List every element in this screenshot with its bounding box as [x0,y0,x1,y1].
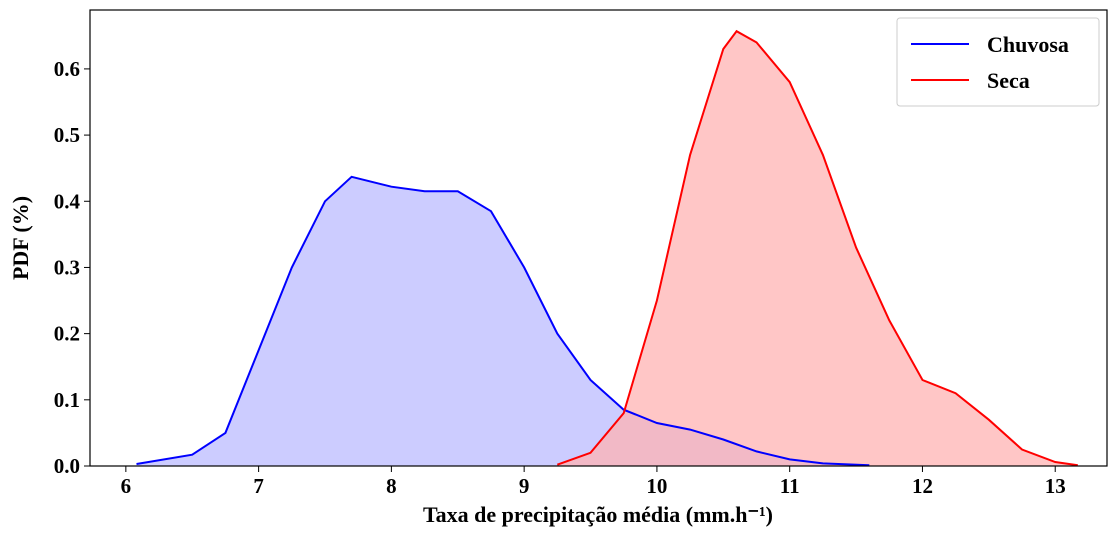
legend-label: Chuvosa [987,32,1069,57]
y-tick-label: 0.1 [54,388,80,412]
kde-line [136,175,870,467]
x-tick-label: 12 [912,474,933,498]
x-tick-label: 6 [121,474,132,498]
y-tick-label: 0.5 [54,123,80,147]
area-fill [557,31,1078,466]
kde-line [556,29,1078,467]
x-tick-label: 11 [780,474,800,498]
x-tick-label: 13 [1045,474,1066,498]
x-tick-label: 8 [386,474,397,498]
y-axis-label: PDF (%) [8,196,33,280]
y-tick-label: 0.3 [54,255,80,279]
plot-frame [89,9,1108,467]
legend-label: Seca [987,68,1030,93]
y-tick-label: 0.4 [54,189,81,213]
x-tick-label: 7 [253,474,264,498]
y-tick-label: 0.0 [54,454,80,478]
y-tick-label: 0.2 [54,322,80,346]
legend-box [896,17,1100,107]
x-axis-label: Taxa de precipitação média (mm.h⁻¹) [423,502,773,527]
x-tick-label: 10 [646,474,667,498]
x-tick-label: 9 [519,474,530,498]
y-tick-label: 0.6 [54,57,80,81]
area-fill [136,176,870,467]
